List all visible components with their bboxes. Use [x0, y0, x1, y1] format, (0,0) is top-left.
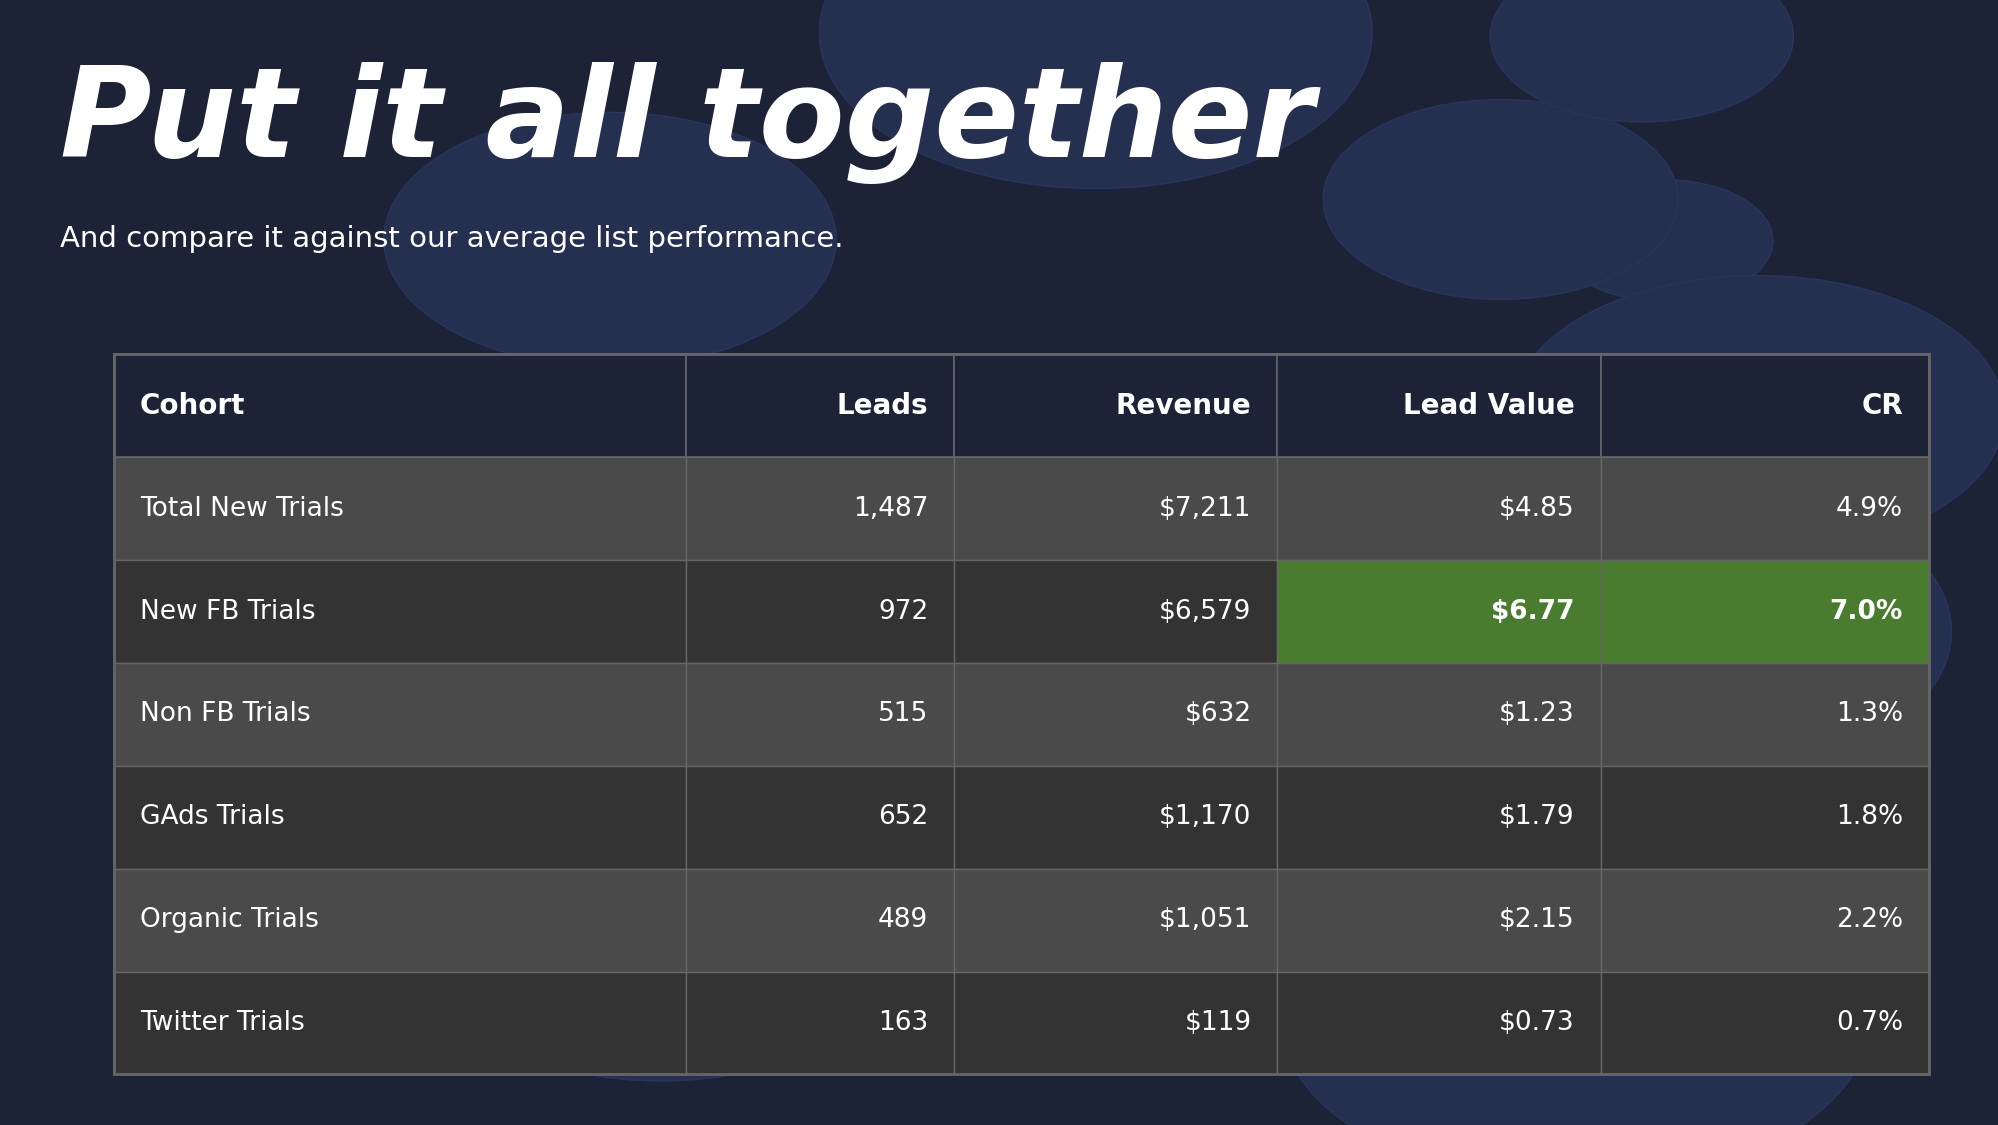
Text: 652: 652: [877, 804, 927, 830]
Text: New FB Trials: New FB Trials: [140, 598, 316, 624]
FancyBboxPatch shape: [1600, 354, 1928, 457]
Circle shape: [945, 548, 1512, 867]
Text: $0.73: $0.73: [1498, 1010, 1574, 1036]
Text: 4.9%: 4.9%: [1834, 496, 1902, 522]
Circle shape: [651, 516, 911, 663]
FancyBboxPatch shape: [114, 663, 685, 766]
Circle shape: [1281, 854, 1868, 1125]
Circle shape: [995, 529, 1239, 665]
FancyBboxPatch shape: [114, 457, 685, 560]
Text: Twitter Trials: Twitter Trials: [140, 1010, 304, 1036]
Text: CR: CR: [1860, 392, 1902, 420]
Text: $119: $119: [1183, 1010, 1251, 1036]
Text: 1.8%: 1.8%: [1834, 804, 1902, 830]
Text: Organic Trials: Organic Trials: [140, 907, 318, 933]
Text: $6.77: $6.77: [1491, 598, 1574, 624]
Text: $632: $632: [1183, 701, 1251, 728]
Circle shape: [819, 0, 1371, 189]
Circle shape: [1506, 803, 1870, 1009]
FancyBboxPatch shape: [1600, 560, 1928, 663]
Text: $1,170: $1,170: [1159, 804, 1251, 830]
Text: $7,211: $7,211: [1159, 496, 1251, 522]
Text: Non FB Trials: Non FB Trials: [140, 701, 310, 728]
Circle shape: [1582, 609, 1868, 770]
FancyBboxPatch shape: [1277, 457, 1600, 560]
FancyBboxPatch shape: [685, 663, 953, 766]
FancyBboxPatch shape: [1277, 663, 1600, 766]
FancyBboxPatch shape: [1277, 560, 1600, 663]
FancyBboxPatch shape: [1600, 457, 1928, 560]
Text: Put it all together: Put it all together: [60, 62, 1313, 183]
Text: 489: 489: [877, 907, 927, 933]
Text: Leads: Leads: [837, 392, 927, 420]
Text: $2.15: $2.15: [1498, 907, 1574, 933]
FancyBboxPatch shape: [953, 354, 1277, 457]
FancyBboxPatch shape: [1277, 354, 1600, 457]
FancyBboxPatch shape: [114, 766, 685, 868]
FancyBboxPatch shape: [114, 560, 685, 663]
Text: 0.7%: 0.7%: [1834, 1010, 1902, 1036]
FancyBboxPatch shape: [685, 972, 953, 1074]
FancyBboxPatch shape: [1600, 868, 1928, 972]
FancyBboxPatch shape: [1600, 972, 1928, 1074]
Circle shape: [1413, 480, 1950, 783]
FancyBboxPatch shape: [685, 868, 953, 972]
FancyBboxPatch shape: [114, 354, 685, 457]
Text: 515: 515: [877, 701, 927, 728]
Text: $6,579: $6,579: [1159, 598, 1251, 624]
Circle shape: [1556, 180, 1772, 302]
FancyBboxPatch shape: [953, 766, 1277, 868]
Text: GAds Trials: GAds Trials: [140, 804, 284, 830]
FancyBboxPatch shape: [114, 868, 685, 972]
Circle shape: [384, 112, 835, 367]
FancyBboxPatch shape: [953, 972, 1277, 1074]
FancyBboxPatch shape: [953, 560, 1277, 663]
Text: And compare it against our average list performance.: And compare it against our average list …: [60, 225, 843, 253]
FancyBboxPatch shape: [953, 663, 1277, 766]
FancyBboxPatch shape: [685, 457, 953, 560]
Text: $4.85: $4.85: [1498, 496, 1574, 522]
Text: Revenue: Revenue: [1115, 392, 1251, 420]
Text: Cohort: Cohort: [140, 392, 246, 420]
Text: Total New Trials: Total New Trials: [140, 496, 344, 522]
Text: 7.0%: 7.0%: [1828, 598, 1902, 624]
FancyBboxPatch shape: [1277, 766, 1600, 868]
Circle shape: [823, 448, 1011, 554]
FancyBboxPatch shape: [1277, 972, 1600, 1074]
Text: $1.79: $1.79: [1498, 804, 1574, 830]
Text: 1,487: 1,487: [853, 496, 927, 522]
FancyBboxPatch shape: [685, 354, 953, 457]
Text: 163: 163: [877, 1010, 927, 1036]
Circle shape: [1431, 898, 1678, 1037]
FancyBboxPatch shape: [685, 560, 953, 663]
Circle shape: [1317, 626, 1842, 921]
Circle shape: [1510, 276, 1998, 554]
Text: 972: 972: [877, 598, 927, 624]
FancyBboxPatch shape: [1277, 868, 1600, 972]
FancyBboxPatch shape: [114, 972, 685, 1074]
Text: $1.23: $1.23: [1498, 701, 1574, 728]
Circle shape: [1489, 0, 1792, 122]
Text: Lead Value: Lead Value: [1403, 392, 1574, 420]
FancyBboxPatch shape: [1600, 663, 1928, 766]
Circle shape: [1273, 485, 1798, 781]
FancyBboxPatch shape: [685, 766, 953, 868]
Circle shape: [432, 822, 891, 1081]
Text: 2.2%: 2.2%: [1834, 907, 1902, 933]
FancyBboxPatch shape: [1600, 766, 1928, 868]
Text: $1,051: $1,051: [1159, 907, 1251, 933]
Circle shape: [1323, 99, 1676, 299]
FancyBboxPatch shape: [953, 868, 1277, 972]
Text: 1.3%: 1.3%: [1834, 701, 1902, 728]
FancyBboxPatch shape: [953, 457, 1277, 560]
